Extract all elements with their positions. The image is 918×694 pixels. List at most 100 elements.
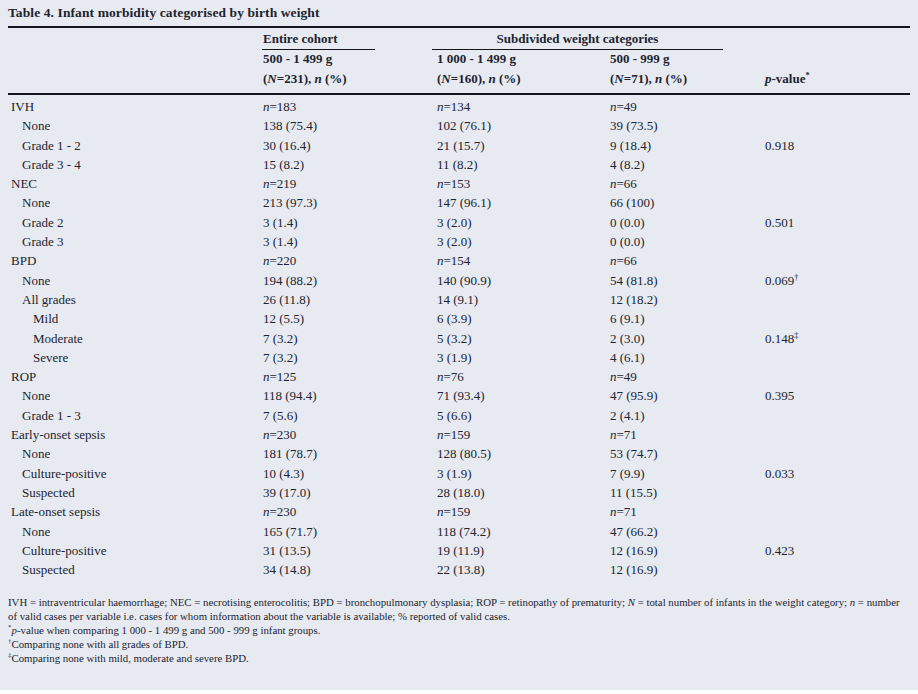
table-row: BPDn=220n=154n=66 — [8, 251, 910, 270]
cell-value: 194 (88.2) — [263, 271, 437, 290]
p-value-cell: 0.918 — [765, 136, 910, 155]
cell-value: n=230 — [263, 502, 437, 521]
cell-value: 10 (4.3) — [263, 464, 437, 483]
table-row: Grade 1 - 37 (5.6)5 (6.6)2 (4.1) — [8, 406, 910, 425]
table-row: Suspected34 (14.8)22 (13.8)12 (16.9) — [8, 560, 910, 579]
table-row: All grades26 (11.8)14 (9.1)12 (18.2) — [8, 290, 910, 309]
cell-value: 3 (1.9) — [437, 348, 610, 367]
cell-value: n=66 — [610, 174, 765, 193]
cell-value: 147 (96.1) — [437, 193, 610, 212]
row-label: Suspected — [8, 483, 277, 502]
cell-value: n=220 — [263, 251, 437, 270]
table-row: None138 (75.4)102 (76.1)39 (73.5) — [8, 116, 910, 135]
cell-value: 66 (100) — [610, 193, 765, 212]
row-label: Late-onset sepsis — [8, 502, 266, 521]
cell-value: n=71 — [610, 502, 765, 521]
p-value-cell: 0.423 — [765, 541, 910, 560]
cell-value: n=49 — [610, 97, 765, 116]
cell-value: 12 (16.9) — [610, 560, 765, 579]
cell-value: 11 (15.5) — [610, 483, 765, 502]
cell-value: 0 (0.0) — [610, 232, 765, 251]
header-rule — [8, 93, 910, 95]
cell-value: 2 (3.0) — [610, 329, 765, 348]
cell-value: 181 (78.7) — [263, 444, 437, 463]
table-page: Table 4. Infant morbidity categorised by… — [0, 0, 918, 694]
cell-value: n=49 — [610, 367, 765, 386]
cell-value: 30 (16.4) — [263, 136, 437, 155]
cell-value: 6 (9.1) — [610, 309, 765, 328]
table-row: NECn=219n=153n=66 — [8, 174, 910, 193]
cell-value: 12 (5.5) — [263, 309, 437, 328]
table-row: Culture-positive31 (13.5)19 (11.9)12 (16… — [8, 541, 910, 560]
cell-value: 138 (75.4) — [263, 116, 437, 135]
cell-value: 4 (8.2) — [610, 155, 765, 174]
table-row: None165 (71.7)118 (74.2)47 (66.2) — [8, 522, 910, 541]
table-row: None181 (78.7)128 (80.5)53 (74.7) — [8, 444, 910, 463]
table-row: Grade 33 (1.4)3 (2.0)0 (0.0) — [8, 232, 910, 251]
cell-value: 140 (90.9) — [437, 271, 610, 290]
row-label: Culture-positive — [8, 541, 277, 560]
table-row: ROPn=125n=76n=49 — [8, 367, 910, 386]
cell-value: 0 (0.0) — [610, 213, 765, 232]
header-p-value-label: p-value* — [765, 71, 810, 87]
row-label: None — [8, 193, 277, 212]
row-label: Severe — [8, 348, 288, 367]
footnotes: IVH = intraventricular haemorrhage; NEC … — [8, 596, 910, 666]
cell-value: 47 (66.2) — [610, 522, 765, 541]
cell-value: n=71 — [610, 425, 765, 444]
cell-value: 3 (2.0) — [437, 213, 610, 232]
row-label: None — [8, 271, 277, 290]
footnote-line: ‡Comparing none with mild, moderate and … — [8, 652, 910, 666]
cell-value: n=219 — [263, 174, 437, 193]
table-row: Early-onset sepsisn=230n=159n=71 — [8, 425, 910, 444]
row-label: Grade 3 - 4 — [8, 155, 277, 174]
table-row: Mild12 (5.5)6 (3.9)6 (9.1) — [8, 309, 910, 328]
row-label: NEC — [8, 174, 266, 193]
cell-value: 118 (74.2) — [437, 522, 610, 541]
cell-value: 5 (3.2) — [437, 329, 610, 348]
row-label: None — [8, 444, 277, 463]
cell-value: 71 (93.4) — [437, 386, 610, 405]
cell-value: 53 (74.7) — [610, 444, 765, 463]
header-n-col3: (N=71), n (%) — [610, 71, 687, 87]
cell-value: 12 (18.2) — [610, 290, 765, 309]
row-label: Culture-positive — [8, 464, 277, 483]
title-rule — [8, 26, 910, 28]
cell-value: 47 (95.9) — [610, 386, 765, 405]
p-value-cell: 0.069† — [765, 271, 910, 290]
row-label: IVH — [8, 97, 266, 116]
row-label: All grades — [8, 290, 277, 309]
cell-value: n=134 — [437, 97, 610, 116]
row-label: Grade 3 — [8, 232, 277, 251]
cell-value: 15 (8.2) — [263, 155, 437, 174]
table-row: Grade 1 - 230 (16.4)21 (15.7)9 (18.4)0.9… — [8, 136, 910, 155]
cell-value: 22 (13.8) — [437, 560, 610, 579]
cell-value: 3 (1.4) — [263, 232, 437, 251]
table-row: Suspected39 (17.0)28 (18.0)11 (15.5) — [8, 483, 910, 502]
p-value-cell: 0.395 — [765, 386, 910, 405]
footnote-line: †Comparing none with all grades of BPD. — [8, 638, 910, 652]
header-group-subdivided: Subdivided weight categories — [432, 31, 723, 47]
p-value-cell: 0.501 — [765, 213, 910, 232]
cell-value: n=159 — [437, 425, 610, 444]
cell-value: 54 (81.8) — [610, 271, 765, 290]
row-label: None — [8, 522, 277, 541]
header-range-col2: 1 000 - 1 499 g — [437, 51, 516, 67]
cell-value: 6 (3.9) — [437, 309, 610, 328]
cell-value: 3 (1.4) — [263, 213, 437, 232]
header-n-col2: (N=160), n (%) — [437, 71, 521, 87]
table-row: Late-onset sepsisn=230n=159n=71 — [8, 502, 910, 521]
cell-value: 102 (76.1) — [437, 116, 610, 135]
footnote-line: IVH = intraventricular haemorrhage; NEC … — [8, 596, 910, 624]
table-row: None118 (94.4)71 (93.4)47 (95.9)0.395 — [8, 386, 910, 405]
table-row: Grade 23 (1.4)3 (2.0)0 (0.0)0.501 — [8, 213, 910, 232]
header-range-col1: 500 - 1 499 g — [263, 51, 332, 67]
row-label: ROP — [8, 367, 266, 386]
row-label: Grade 1 - 2 — [8, 136, 277, 155]
row-label: BPD — [8, 251, 266, 270]
header-n-col1: (N=231), n (%) — [263, 71, 347, 87]
cell-value: 4 (6.1) — [610, 348, 765, 367]
cell-value: 7 (5.6) — [263, 406, 437, 425]
cell-value: 11 (8.2) — [437, 155, 610, 174]
p-value-cell: 0.033 — [765, 464, 910, 483]
